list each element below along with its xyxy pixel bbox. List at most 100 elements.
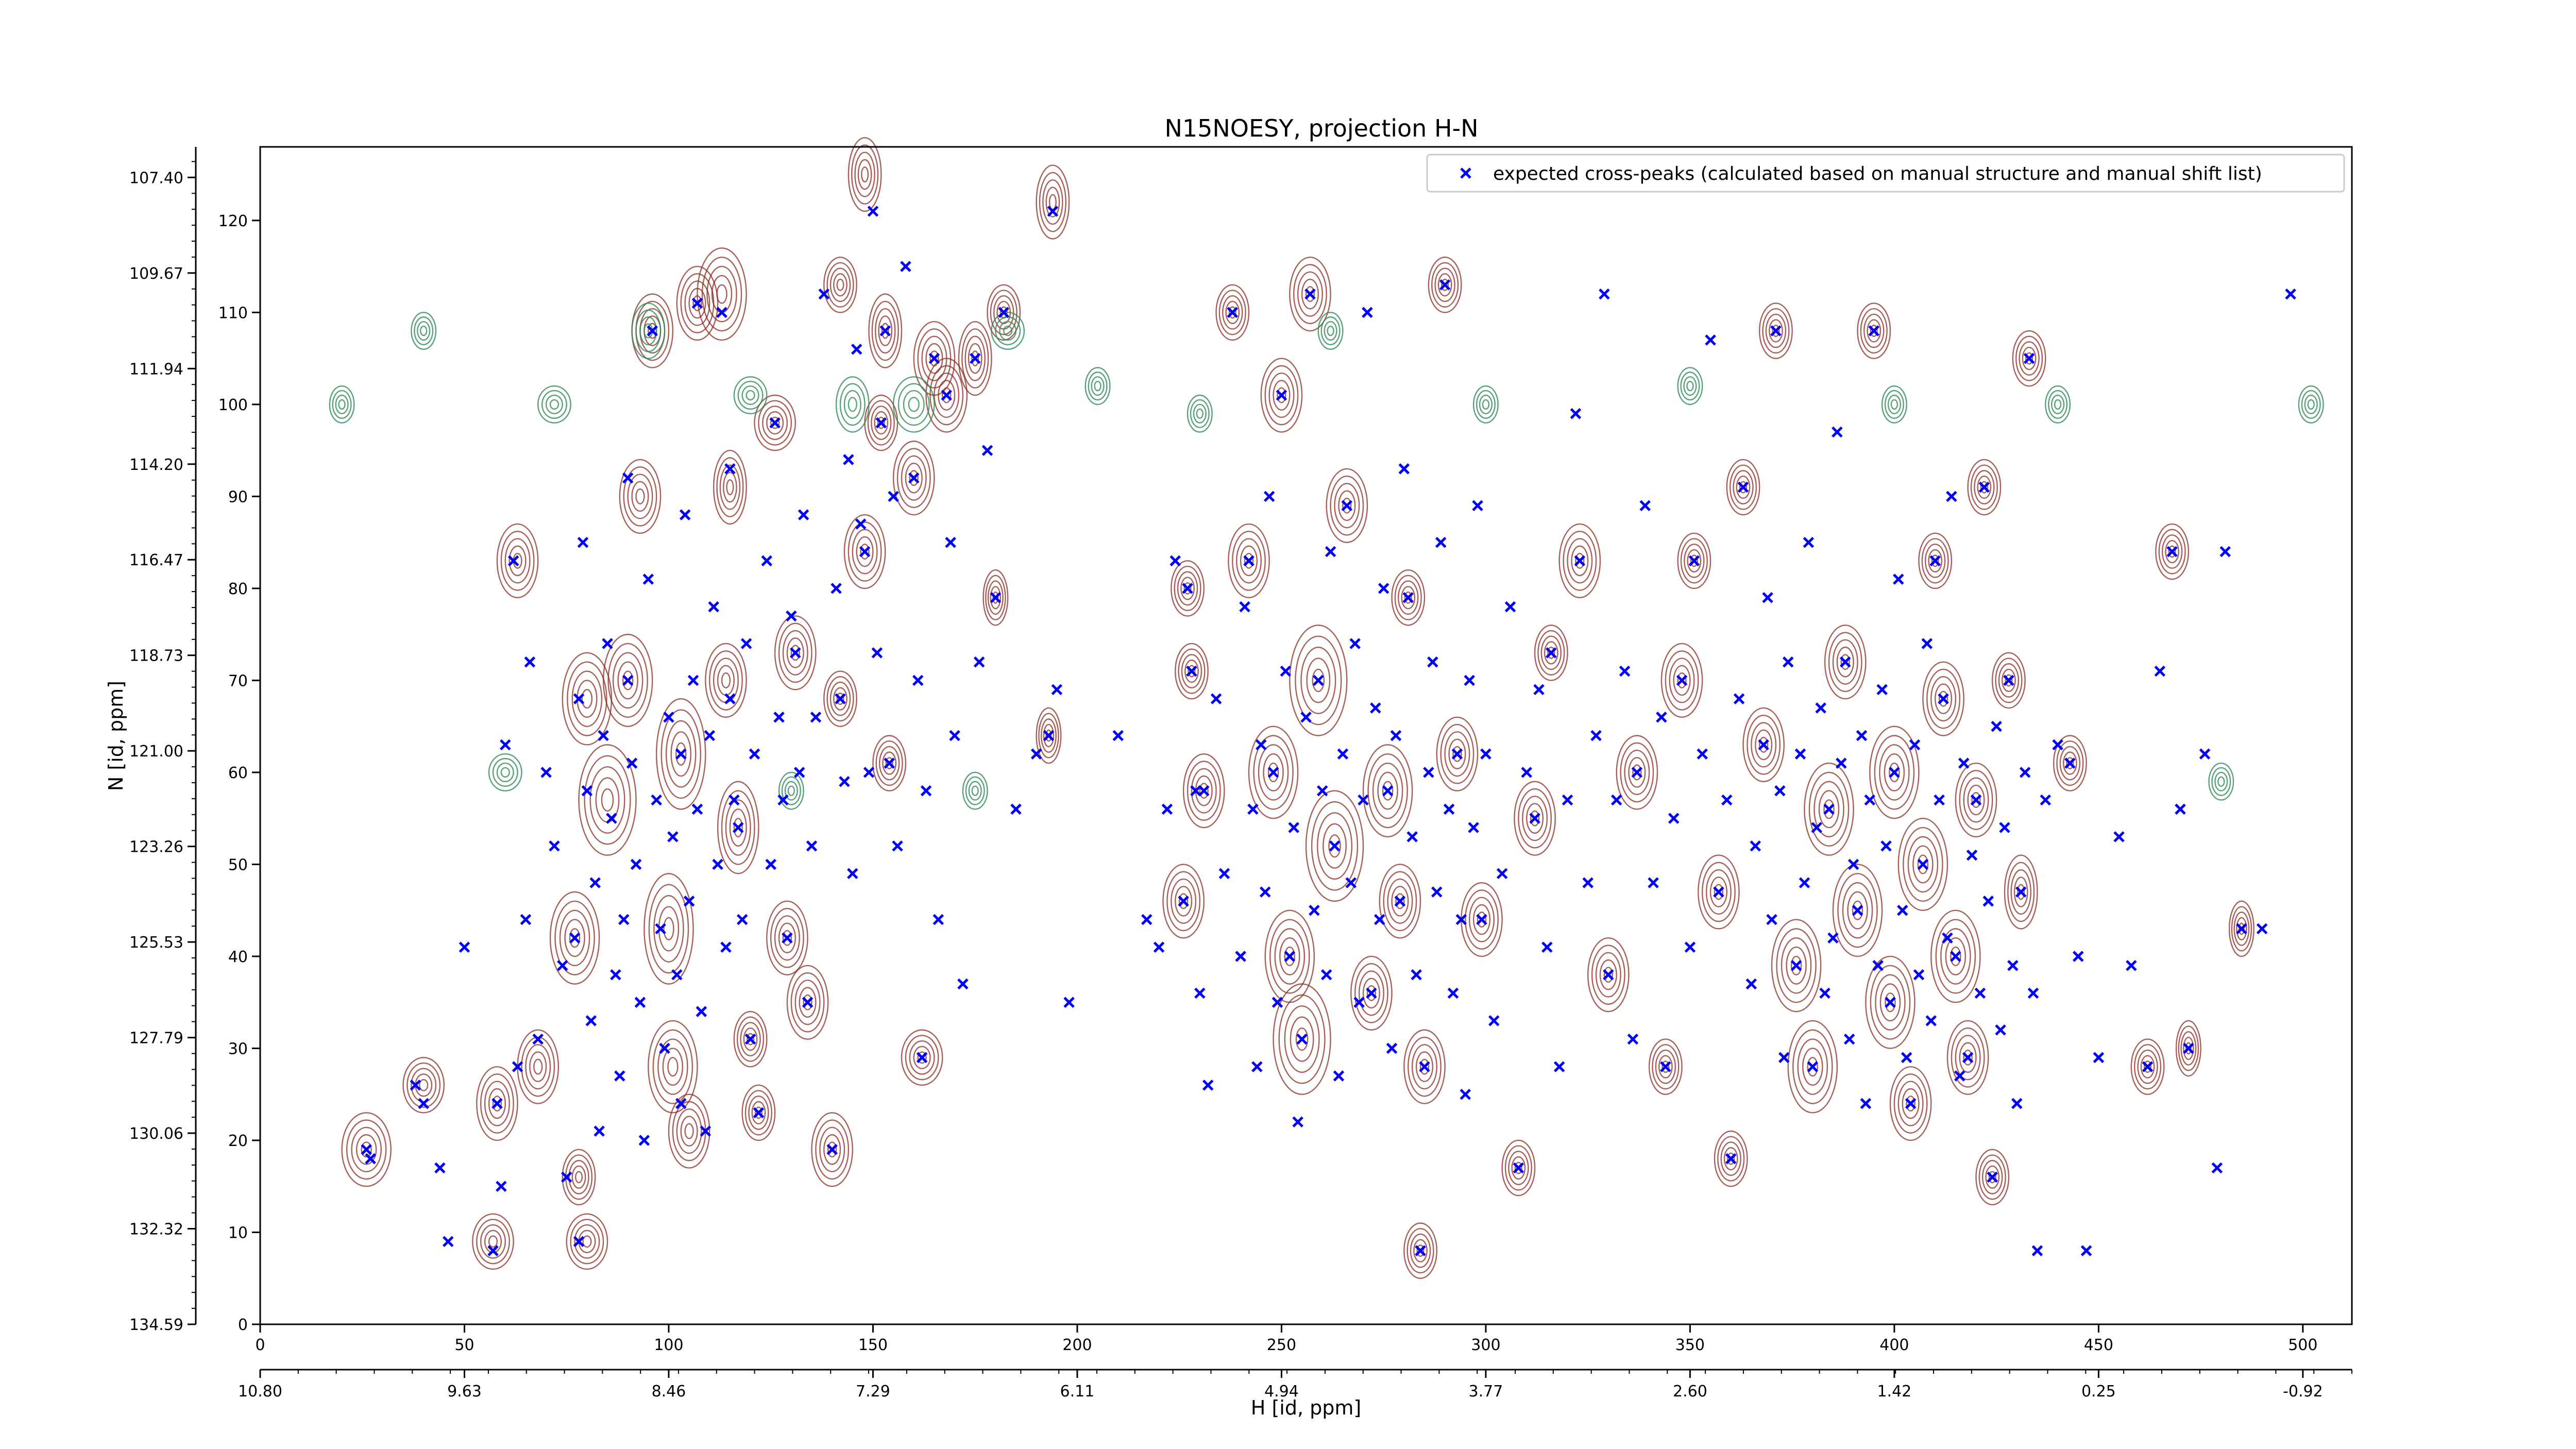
contour-ring bbox=[1624, 749, 1650, 795]
negative-contour-ring bbox=[420, 325, 428, 336]
contour-ring bbox=[571, 670, 603, 727]
cross-peak-marker bbox=[798, 509, 809, 520]
cross-peak-marker bbox=[1390, 730, 1402, 742]
cross-peak-marker bbox=[871, 647, 883, 659]
negative-contour-peak bbox=[778, 771, 804, 810]
contour-peak bbox=[517, 1029, 560, 1104]
negative-contour-ring bbox=[1482, 399, 1490, 410]
contour-ring bbox=[1342, 497, 1352, 514]
contour-ring bbox=[987, 284, 1021, 341]
marker-stroke bbox=[736, 914, 748, 925]
contour-ring bbox=[517, 1029, 560, 1104]
contour-ring bbox=[406, 1062, 441, 1108]
marker-stroke bbox=[900, 261, 911, 272]
contour-ring bbox=[1924, 543, 1946, 578]
contour-ring bbox=[1036, 164, 1070, 240]
marker-stroke bbox=[1766, 914, 1777, 925]
legend-label: expected cross-peaks (calculated based o… bbox=[1493, 163, 2262, 184]
negative-contour-ring bbox=[1091, 376, 1105, 396]
cross-peak-marker bbox=[1178, 896, 1189, 907]
contour-ring bbox=[1284, 1005, 1320, 1073]
contour-peak bbox=[1428, 257, 1462, 313]
marker-stroke bbox=[487, 1245, 499, 1256]
contour-ring bbox=[1277, 387, 1286, 403]
marker-stroke bbox=[1443, 803, 1455, 815]
cross-peak-marker bbox=[1978, 481, 1990, 493]
negative-contour-ring bbox=[1084, 367, 1111, 406]
marker-stroke bbox=[1366, 987, 1377, 999]
marker-stroke bbox=[855, 518, 867, 530]
marker-stroke bbox=[1991, 720, 2002, 732]
cross-peak-marker bbox=[740, 638, 752, 649]
contour-ring bbox=[1530, 810, 1540, 827]
n-ppm-tick-label: 134.59 bbox=[129, 1316, 183, 1334]
cross-peak-marker bbox=[761, 555, 773, 567]
marker-stroke bbox=[2113, 831, 2125, 843]
cross-peak-marker bbox=[1660, 1061, 1671, 1072]
contour-ring bbox=[670, 731, 691, 777]
contour-ring bbox=[1967, 784, 1985, 816]
cross-peak-marker bbox=[920, 785, 932, 797]
contour-ring bbox=[480, 1224, 506, 1259]
cross-peak-marker bbox=[1415, 1245, 1426, 1256]
negative-contour-ring bbox=[968, 781, 982, 801]
marker-stroke bbox=[1337, 748, 1349, 760]
contour-ring bbox=[896, 448, 931, 508]
marker-stroke bbox=[875, 417, 887, 429]
h-ppm-tick-label: 10.80 bbox=[238, 1383, 282, 1401]
cross-peak-marker bbox=[884, 757, 895, 769]
contour-ring bbox=[942, 387, 952, 403]
contour-ring bbox=[1951, 1027, 1985, 1088]
cross-peak-marker bbox=[1345, 877, 1357, 888]
contour-ring bbox=[905, 462, 923, 494]
contour-ring bbox=[1959, 1042, 1977, 1073]
n-ppm-tick-label: 114.20 bbox=[129, 456, 183, 474]
cross-peak-marker bbox=[1603, 969, 1614, 981]
cross-peak-marker bbox=[1460, 1088, 1471, 1100]
contour-ring bbox=[675, 742, 687, 766]
contour-ring bbox=[1790, 955, 1802, 975]
marker-stroke bbox=[1435, 536, 1447, 548]
marker-stroke bbox=[1267, 767, 1279, 778]
marker-stroke bbox=[1876, 684, 1888, 696]
marker-stroke bbox=[1843, 1033, 1855, 1045]
negative-contour-peak bbox=[1677, 367, 1703, 406]
contour-ring bbox=[492, 1096, 502, 1112]
cross-peak-marker bbox=[1946, 491, 1957, 502]
contour-peak bbox=[2228, 900, 2255, 957]
contour-ring bbox=[829, 681, 851, 716]
contour-ring bbox=[2178, 1025, 2199, 1071]
negative-contour-peak bbox=[2208, 762, 2234, 801]
contour-ring bbox=[1330, 475, 1364, 536]
cross-peak-marker bbox=[659, 1042, 670, 1054]
cross-peak-marker bbox=[2007, 960, 2019, 971]
marker-stroke bbox=[1860, 1098, 1872, 1109]
cross-peak-marker bbox=[1546, 647, 1557, 659]
marker-stroke bbox=[1721, 794, 1733, 806]
marker-stroke bbox=[1402, 592, 1414, 603]
y-axis-label: N [id, ppm] bbox=[105, 681, 127, 791]
marker-stroke bbox=[1341, 500, 1353, 511]
contour-ring bbox=[1603, 967, 1613, 983]
cross-peak-marker bbox=[581, 785, 593, 797]
y-tick-label: 50 bbox=[228, 856, 248, 874]
contour-ring bbox=[1802, 1048, 1823, 1086]
negative-contour-peak bbox=[1084, 367, 1111, 406]
cross-peak-marker bbox=[1333, 1070, 1345, 1082]
contour-ring bbox=[1468, 897, 1495, 942]
marker-stroke bbox=[916, 1052, 928, 1064]
marker-stroke bbox=[1942, 932, 1953, 944]
contour-ring bbox=[1857, 302, 1891, 359]
cross-peak-marker bbox=[1284, 951, 1296, 962]
contour-peak bbox=[1714, 1130, 1748, 1187]
legend-marker-symbol bbox=[1460, 167, 1471, 179]
contour-ring bbox=[990, 586, 1002, 610]
cross-peak-marker bbox=[736, 914, 748, 925]
n-ppm-tick-label: 107.40 bbox=[129, 169, 183, 187]
contour-peak bbox=[786, 965, 829, 1040]
cross-peak-marker bbox=[753, 1107, 765, 1119]
contour-peak bbox=[1787, 1020, 1838, 1114]
contour-peak bbox=[717, 781, 759, 874]
contour-ring bbox=[1701, 862, 1736, 922]
cross-peak-marker bbox=[655, 923, 666, 935]
